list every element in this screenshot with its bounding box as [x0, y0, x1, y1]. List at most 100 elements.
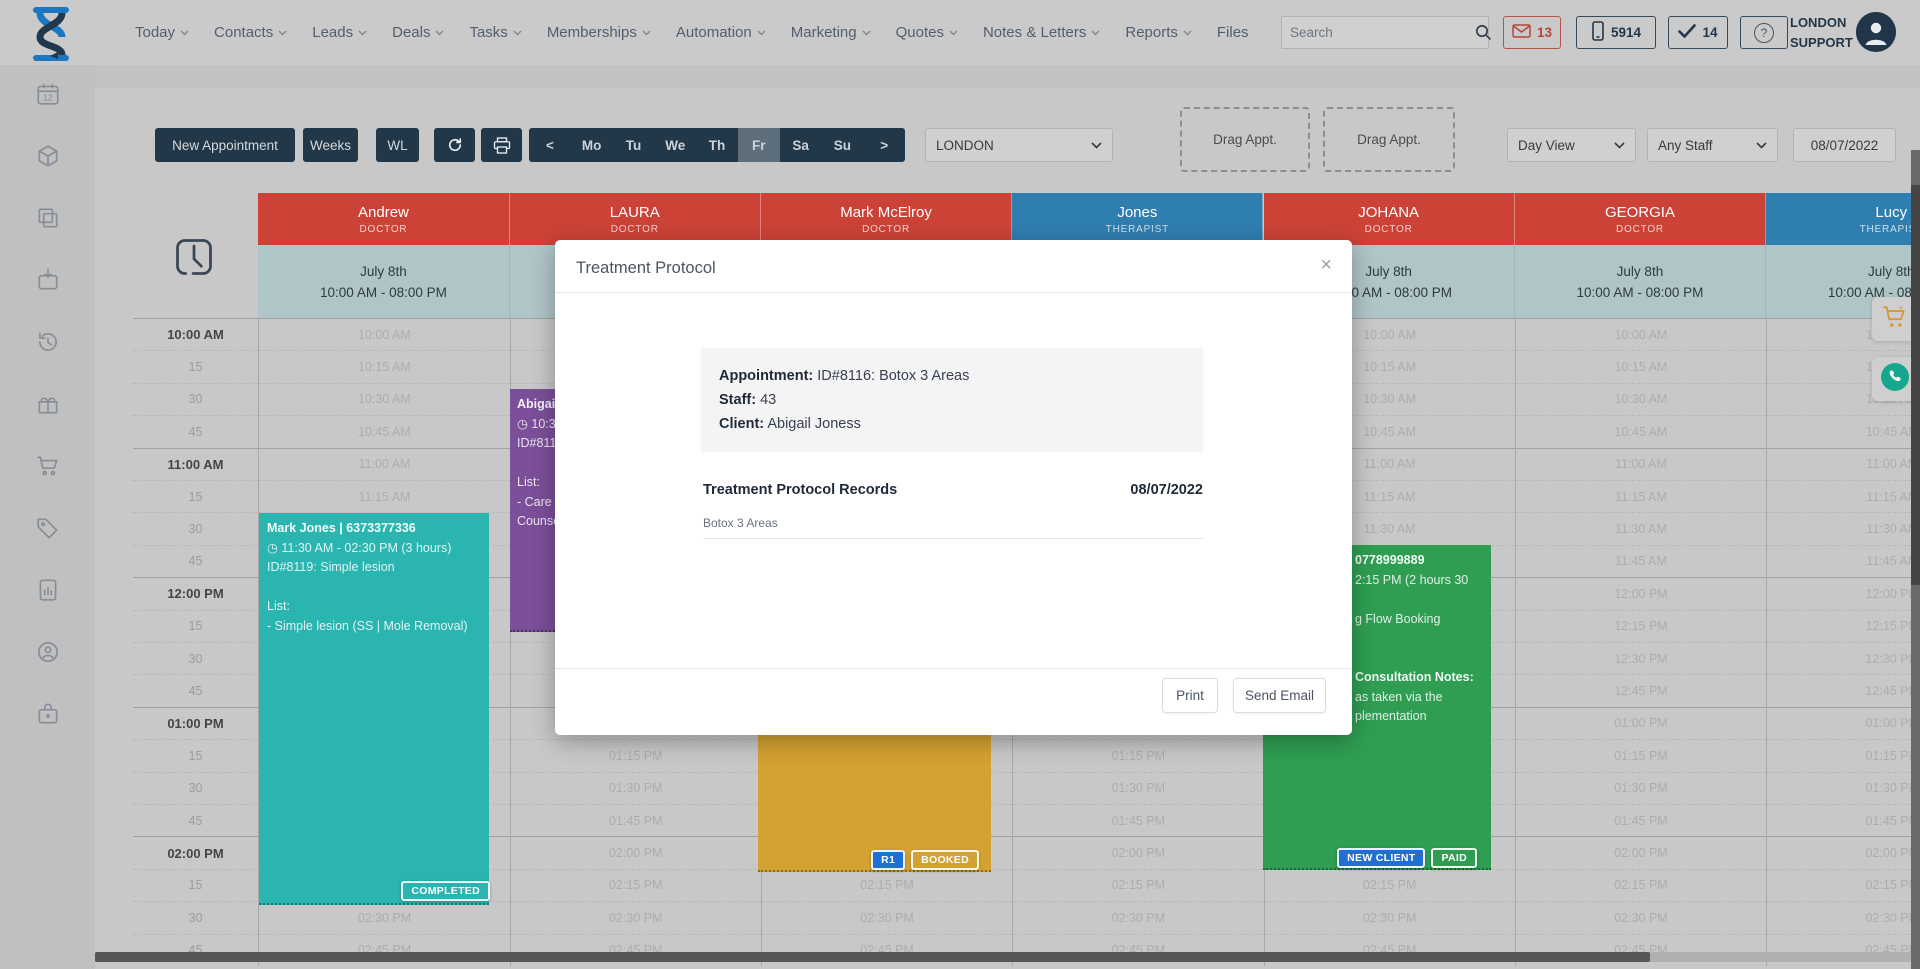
next-day-button[interactable]: > — [880, 137, 889, 153]
time-slot[interactable]: 10:00 AM — [259, 318, 510, 350]
sms-badge-button[interactable]: 5914 — [1576, 16, 1656, 49]
time-slot[interactable]: 11:15 AM — [259, 480, 510, 512]
time-slot[interactable]: 01:30 PM — [510, 771, 761, 804]
time-slot[interactable]: 12:00 PM — [1767, 577, 1920, 609]
close-icon[interactable]: × — [1320, 254, 1332, 276]
time-slot[interactable]: 02:30 PM — [1013, 901, 1264, 933]
time-slot[interactable]: 10:15 AM — [1264, 350, 1515, 382]
time-slot[interactable]: 01:45 PM — [1515, 804, 1767, 836]
time-slot[interactable]: 02:15 PM — [510, 868, 761, 901]
time-slot[interactable]: 10:45 AM — [1515, 415, 1767, 447]
nav-item-automation[interactable]: Automation — [676, 24, 766, 41]
time-slot[interactable]: 01:15 PM — [1515, 739, 1767, 771]
sidebar-item-cart[interactable] — [0, 437, 95, 499]
time-slot[interactable]: 11:00 AM — [259, 447, 510, 480]
nav-item-today[interactable]: Today — [135, 24, 189, 41]
day-button-we[interactable]: We — [665, 137, 686, 153]
nav-item-quotes[interactable]: Quotes — [896, 24, 958, 41]
day-button-mo[interactable]: Mo — [581, 137, 602, 153]
drag-appointment-box-1[interactable]: Drag Appt. — [1180, 107, 1310, 172]
sidebar-item-case[interactable] — [0, 685, 95, 747]
nav-item-tasks[interactable]: Tasks — [469, 24, 522, 41]
time-slot[interactable]: 12:30 PM — [1515, 642, 1767, 674]
time-slot[interactable]: 02:00 PM — [1013, 836, 1264, 868]
view-select[interactable]: Day View — [1507, 128, 1636, 162]
prev-day-button[interactable]: < — [545, 137, 554, 153]
time-slot[interactable]: 11:00 AM — [1767, 447, 1920, 480]
time-slot[interactable]: 02:15 PM — [1767, 868, 1920, 901]
nav-item-contacts[interactable]: Contacts — [214, 24, 287, 41]
nav-item-leads[interactable]: Leads — [312, 24, 367, 41]
time-slot[interactable]: 11:00 AM — [1264, 447, 1515, 480]
time-slot[interactable]: 02:30 PM — [1515, 901, 1767, 933]
time-slot[interactable]: 11:45 AM — [1515, 544, 1767, 577]
sidebar-item-calendar[interactable]: 12 — [0, 65, 95, 127]
staff-column-header-laura[interactable]: LAURA DOCTOR — [509, 193, 761, 245]
staff-column-header-lucy[interactable]: Lucy THERAPIST — [1766, 193, 1920, 245]
time-slot[interactable]: 12:45 PM — [1515, 674, 1767, 706]
time-slot[interactable]: 11:15 AM — [1767, 480, 1920, 512]
time-slot[interactable]: 11:30 AM — [1515, 512, 1767, 544]
send-email-button[interactable]: Send Email — [1233, 678, 1326, 713]
day-button-th[interactable]: Th — [708, 137, 726, 153]
time-slot[interactable]: 01:00 PM — [1515, 706, 1767, 739]
day-button-fr[interactable]: Fr — [737, 128, 780, 162]
avatar[interactable] — [1856, 12, 1896, 52]
tasks-badge-button[interactable]: 14 — [1668, 16, 1728, 49]
wl-button[interactable]: WL — [376, 128, 419, 162]
time-slot[interactable]: 02:30 PM — [761, 901, 1013, 933]
time-slot[interactable]: 02:15 PM — [1013, 868, 1264, 901]
time-slot[interactable]: 01:45 PM — [510, 804, 761, 836]
time-slot[interactable]: 02:00 PM — [1515, 836, 1767, 868]
time-slot[interactable]: 01:00 PM — [1767, 706, 1920, 739]
time-slot[interactable]: 02:15 PM — [1515, 868, 1767, 901]
time-slot[interactable]: 01:45 PM — [1013, 804, 1264, 836]
day-button-tu[interactable]: Tu — [625, 137, 642, 153]
time-slot[interactable]: 12:45 PM — [1767, 674, 1920, 706]
nav-item-files[interactable]: Files — [1217, 24, 1249, 41]
time-slot[interactable]: 10:45 AM — [259, 415, 510, 447]
time-slot[interactable]: 01:15 PM — [1013, 739, 1264, 771]
time-slot[interactable]: 02:00 PM — [1767, 836, 1920, 868]
time-slot[interactable]: 10:45 AM — [1767, 415, 1920, 447]
cart-floating-button[interactable] — [1872, 297, 1918, 341]
day-button-sa[interactable]: Sa — [792, 137, 809, 153]
time-slot[interactable]: 10:00 AM — [1264, 318, 1515, 350]
location-select[interactable]: LONDON — [925, 128, 1113, 162]
nav-item-marketing[interactable]: Marketing — [791, 24, 871, 41]
search-input[interactable] — [1282, 25, 1475, 40]
weeks-button[interactable]: Weeks — [303, 128, 358, 162]
sidebar-item-package[interactable] — [0, 127, 95, 189]
nav-item-reports[interactable]: Reports — [1125, 24, 1192, 41]
time-slot[interactable]: 10:00 AM — [1515, 318, 1767, 350]
time-slot[interactable]: 02:00 PM — [510, 836, 761, 868]
staff-column-header-georgia[interactable]: GEORGIA DOCTOR — [1514, 193, 1767, 245]
time-slot[interactable]: 11:15 AM — [1515, 480, 1767, 512]
sidebar-item-copy[interactable] — [0, 189, 95, 251]
staff-column-header-johana[interactable]: JOHANA DOCTOR — [1263, 193, 1515, 245]
time-slot[interactable]: 11:30 AM — [1264, 512, 1515, 544]
nav-item-notes-letters[interactable]: Notes & Letters — [983, 24, 1100, 41]
sidebar-item-account[interactable] — [0, 623, 95, 685]
time-slot[interactable]: 02:15 PM — [1264, 868, 1515, 901]
drag-appointment-box-2[interactable]: Drag Appt. — [1323, 107, 1455, 172]
time-slot[interactable]: 01:30 PM — [1013, 771, 1264, 804]
staff-column-header-andrew[interactable]: Andrew DOCTOR — [258, 193, 510, 245]
help-button[interactable]: ? — [1740, 16, 1788, 49]
sidebar-item-gift[interactable] — [0, 375, 95, 437]
sidebar-item-tag[interactable] — [0, 499, 95, 561]
sidebar-item-appointment-box[interactable] — [0, 251, 95, 313]
time-slot[interactable]: 10:45 AM — [1264, 415, 1515, 447]
time-slot[interactable]: 02:30 PM — [510, 901, 761, 933]
staff-column-header-jones[interactable]: Jones THERAPIST — [1012, 193, 1264, 245]
horizontal-scrollbar[interactable] — [95, 952, 1650, 962]
time-slot[interactable]: 10:15 AM — [259, 350, 510, 382]
date-field[interactable]: 08/07/2022 — [1793, 128, 1896, 162]
time-slot[interactable]: 01:15 PM — [1767, 739, 1920, 771]
refresh-button[interactable] — [434, 128, 475, 162]
time-slot[interactable]: 12:15 PM — [1767, 609, 1920, 642]
day-button-su[interactable]: Su — [833, 137, 851, 153]
time-slot[interactable]: 11:30 AM — [1767, 512, 1920, 544]
time-slot[interactable]: 10:30 AM — [1515, 382, 1767, 415]
staff-select[interactable]: Any Staff — [1647, 128, 1778, 162]
